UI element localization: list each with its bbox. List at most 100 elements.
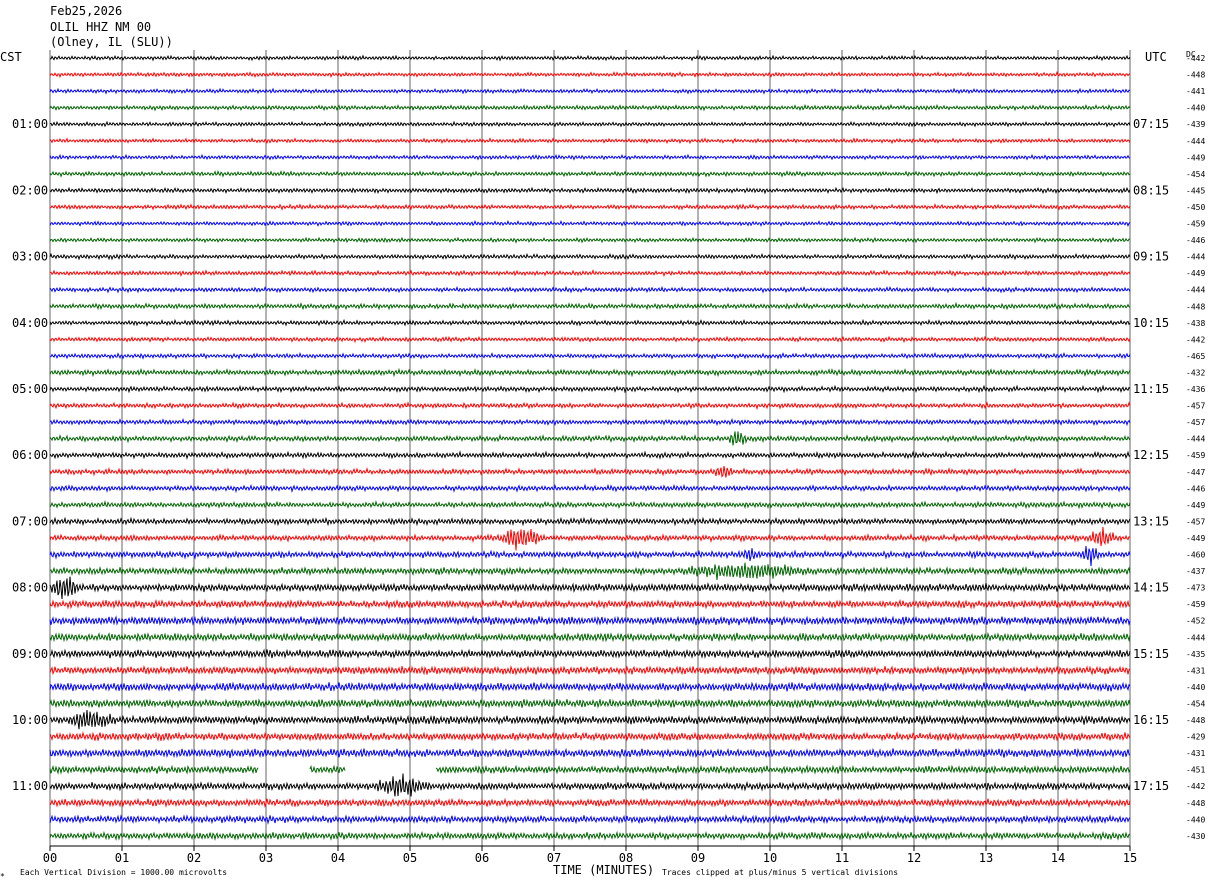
trace-row [49,648,1131,660]
trace-row [49,418,1131,427]
dc-offset-label: -436 [1186,385,1205,394]
location-label: (Olney, IL (SLU)) [50,35,173,49]
trace-row [49,631,1131,643]
trace-row [49,103,1131,112]
right-hour-label: 13:15 [1133,514,1169,528]
dc-offset-label: -454 [1186,170,1205,179]
dc-offset-label: -452 [1186,617,1205,626]
dc-offset-label: -444 [1186,633,1205,642]
left-hour-label: 05:00 [12,382,48,396]
x-axis-title: TIME (MINUTES) [553,863,655,877]
dc-offset-label: -459 [1186,220,1205,229]
dc-offset-label: -431 [1186,749,1205,758]
dc-offset-label: -437 [1186,567,1205,576]
trace-row [49,698,1131,709]
trace-row [49,367,1131,378]
x-tick-label: 07 [547,851,561,865]
date-label: Feb25,2026 [50,4,123,18]
trace-row [49,431,1131,446]
trace-row [49,70,1131,79]
right-hour-label: 07:15 [1133,117,1169,131]
trace-row [49,186,1131,195]
dc-offset-label: -442 [1186,335,1205,344]
right-hour-label: 09:15 [1133,250,1169,264]
dc-offset-label: -442 [1186,54,1205,63]
trace-row [49,466,1131,478]
right-hour-label: 16:15 [1133,713,1169,727]
x-tick-label: 10 [763,851,777,865]
left-hour-label: 01:00 [12,117,48,131]
dc-offset-label: -451 [1186,766,1205,775]
trace-row [49,545,1131,567]
dc-offset-label: -448 [1186,716,1205,725]
dc-offset-label: -457 [1186,517,1205,526]
trace-row [49,773,1131,797]
trace-row [49,203,1131,211]
corner-mark: * [0,872,5,881]
trace-row [49,236,1131,244]
trace-row [49,615,1131,627]
left-hour-label: 10:00 [12,713,48,727]
left-timezone-label: CST [0,50,22,64]
dc-offset-label: -457 [1186,402,1205,411]
x-tick-label: 11 [835,851,849,865]
trace-row [49,747,1131,759]
x-tick-label: 12 [907,851,921,865]
left-hour-label: 08:00 [12,581,48,595]
x-tick-label: 04 [331,851,345,865]
trace-row [49,526,1131,551]
dc-offset-label: -448 [1186,71,1205,80]
trace-row [49,576,1131,600]
dc-offset-label: -449 [1186,269,1205,278]
dc-offset-label: -435 [1186,650,1205,659]
x-tick-label: 05 [403,851,417,865]
dc-offset-label: -460 [1186,551,1205,560]
dc-offset-label: -444 [1186,435,1205,444]
left-hour-label: 09:00 [12,647,48,661]
trace-row [49,137,1131,145]
dc-offset-label: -454 [1186,699,1205,708]
trace-row [49,384,1131,394]
trace-row [49,598,1131,610]
dc-offset-label: -439 [1186,120,1205,129]
dc-offset-label: -430 [1186,832,1205,841]
trace-row [49,269,1131,278]
x-tick-label: 15 [1123,851,1137,865]
trace-row [49,335,1131,344]
x-tick-label: 08 [619,851,633,865]
dc-offset-label: -457 [1186,418,1205,427]
dc-offset-label: -449 [1186,153,1205,162]
dc-offset-label: -450 [1186,203,1205,212]
right-hour-label: 14:15 [1133,581,1169,595]
x-tick-label: 03 [259,851,273,865]
trace-row [49,813,1131,825]
dc-offset-label: -448 [1186,799,1205,808]
trace-row [49,764,1131,775]
x-tick-label: 09 [691,851,705,865]
dc-offset-label: -444 [1186,137,1205,146]
x-tick-label: 06 [475,851,489,865]
x-tick-label: 13 [979,851,993,865]
right-hour-label: 08:15 [1133,183,1169,197]
dc-offset-label: -459 [1186,600,1205,609]
trace-row [49,731,1131,742]
x-tick-label: 02 [187,851,201,865]
dc-offset-label: -449 [1186,534,1205,543]
dc-offset-label: -440 [1186,815,1205,824]
trace-row [49,252,1131,261]
left-hour-label: 07:00 [12,514,48,528]
left-hour-label: 04:00 [12,316,48,330]
dc-offset-label: -432 [1186,368,1205,377]
dc-offset-label: -444 [1186,286,1205,295]
left-hour-label: 03:00 [12,250,48,264]
left-hour-label: 02:00 [12,183,48,197]
trace-row [49,170,1131,178]
scale-note: Each Vertical Division = 1000.00 microvo… [20,868,228,877]
trace-row [49,483,1131,494]
trace-row [49,709,1131,730]
right-hour-label: 11:15 [1133,382,1169,396]
trace-row [49,318,1131,327]
station-label: OLIL HHZ NM 00 [50,20,152,34]
dc-offset-label: -431 [1186,666,1205,675]
trace-row [49,681,1131,693]
